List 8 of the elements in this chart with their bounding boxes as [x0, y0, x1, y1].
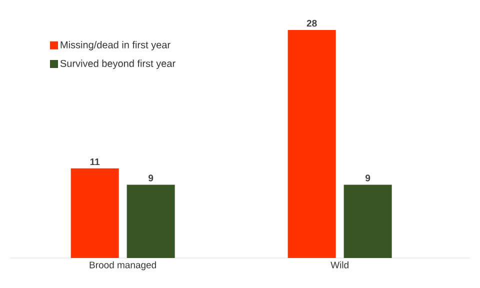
- legend-label: Survived beyond first year: [60, 60, 176, 70]
- x-tick-label: Brood managed: [90, 261, 156, 270]
- data-label: 9: [148, 174, 154, 182]
- x-tick-label: Wild: [330, 261, 348, 268]
- data-label: 28: [306, 20, 317, 27]
- legend-label: Missing/dead in first year: [60, 41, 170, 50]
- data-label: 9: [366, 174, 370, 182]
- data-label: 11: [90, 158, 100, 166]
